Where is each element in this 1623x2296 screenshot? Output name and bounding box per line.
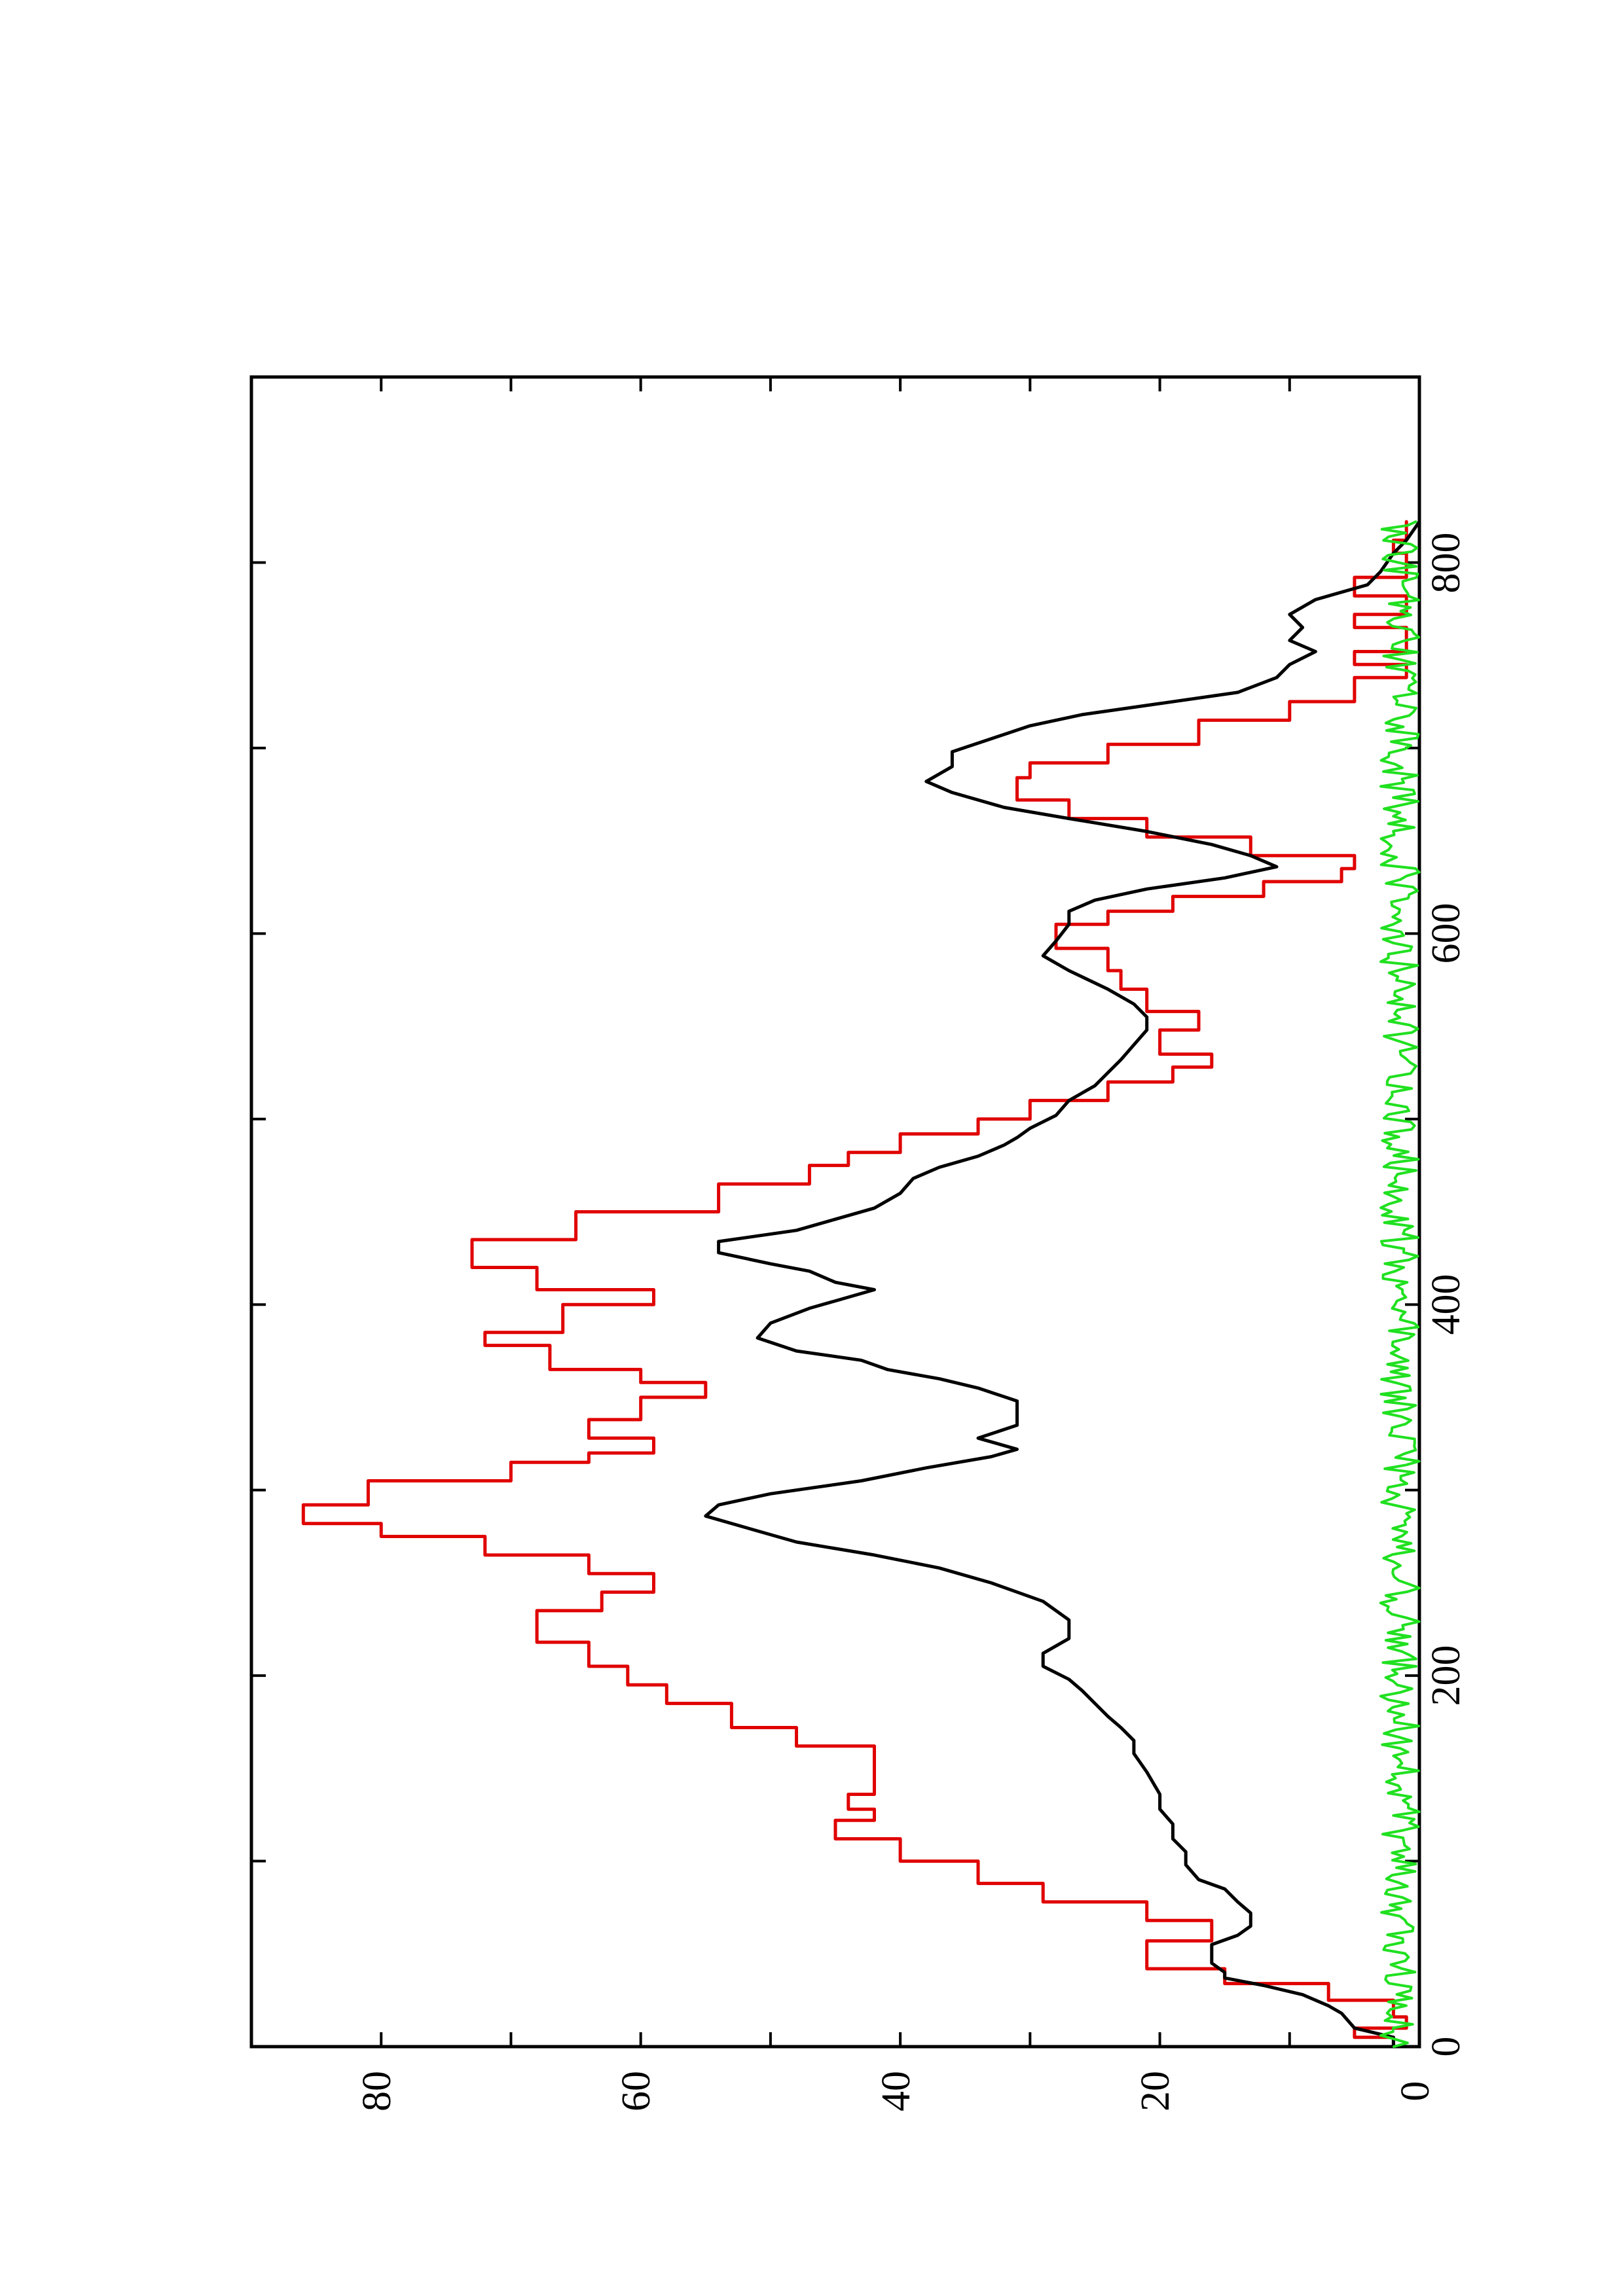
- axis-bottom-tick-labels: 0 200 400 600 800: [1424, 533, 1468, 2057]
- axis-left-tick-labels: 0 20 40 60 80: [355, 2071, 1438, 2111]
- plot-frame: [249, 375, 1421, 2049]
- series-line-2: [1379, 520, 1421, 2048]
- x-tick-label-400: 400: [1424, 1274, 1468, 1335]
- x-tick-label-0: 0: [1424, 2037, 1468, 2057]
- x-tick-label-800: 800: [1424, 533, 1468, 594]
- y-tick-label-60: 60: [614, 2071, 659, 2111]
- y-tick-label-40: 40: [874, 2071, 919, 2111]
- x-tick-label-200: 200: [1424, 1645, 1468, 1706]
- series-line-1: [704, 520, 1421, 2049]
- axis-ticks: [250, 376, 1421, 2048]
- x-tick-label-600: 600: [1424, 903, 1468, 964]
- series-group: [301, 520, 1421, 2049]
- series-line-0: [301, 520, 1408, 2049]
- y-tick-label-20: 20: [1133, 2071, 1178, 2111]
- y-tick-label-0: 0: [1393, 2081, 1438, 2102]
- y-tick-label-80: 80: [355, 2071, 399, 2111]
